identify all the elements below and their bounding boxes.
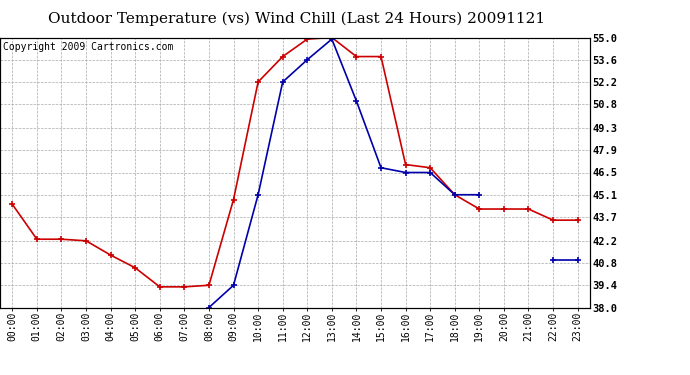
Text: Outdoor Temperature (vs) Wind Chill (Last 24 Hours) 20091121: Outdoor Temperature (vs) Wind Chill (Las…	[48, 11, 545, 26]
Text: Copyright 2009 Cartronics.com: Copyright 2009 Cartronics.com	[3, 42, 173, 51]
